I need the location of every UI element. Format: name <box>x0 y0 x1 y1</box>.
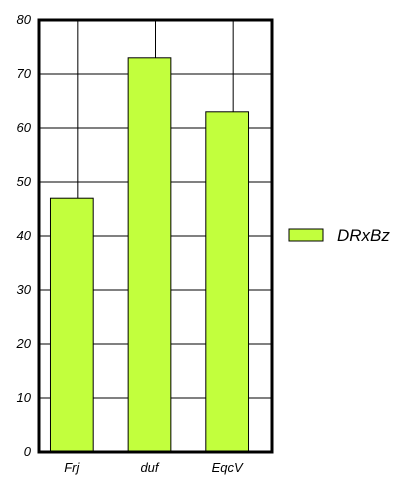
x-tick-label: EqcV <box>212 460 244 475</box>
legend-swatch <box>288 228 324 242</box>
bars <box>49 57 250 453</box>
legend: DRxBz <box>288 226 390 245</box>
y-tick-label: 0 <box>24 444 32 459</box>
bar-EqcV <box>205 111 250 453</box>
y-tick-label: 40 <box>17 228 32 243</box>
y-axis-ticks: 0 10 20 30 40 50 60 70 80 <box>16 12 32 459</box>
y-tick-label: 70 <box>17 66 32 81</box>
y-tick-label: 50 <box>17 174 32 189</box>
y-tick-label: 20 <box>16 336 32 351</box>
y-tick-label: 60 <box>17 120 32 135</box>
legend-label: DRxBz <box>337 226 390 245</box>
x-axis-ticks: Frj duf EqcV <box>64 460 244 475</box>
y-tick-label: 30 <box>17 282 32 297</box>
x-tick-label: Frj <box>64 460 80 475</box>
bar-duf <box>127 57 172 453</box>
bar-Frj <box>49 197 94 453</box>
y-tick-label: 80 <box>17 12 32 27</box>
x-tick-label: duf <box>140 460 159 475</box>
y-tick-label: 10 <box>17 390 32 405</box>
plot-frame <box>37 18 274 454</box>
